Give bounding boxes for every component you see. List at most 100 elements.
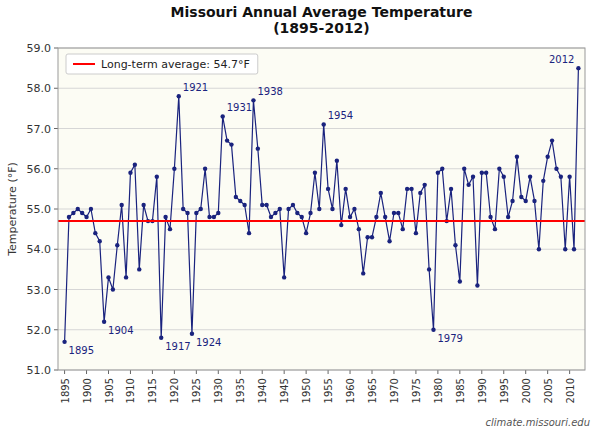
- data-point: [313, 171, 317, 175]
- data-point: [98, 239, 102, 243]
- data-point: [84, 215, 88, 219]
- data-point: [62, 340, 66, 344]
- x-tick: [262, 370, 263, 374]
- x-tick-label: 1950: [301, 378, 312, 403]
- data-point: [545, 154, 549, 158]
- x-tick: [196, 370, 197, 374]
- y-tick: [54, 128, 58, 129]
- data-point: [515, 154, 519, 158]
- annotation: 2012: [549, 54, 574, 65]
- data-point: [102, 320, 106, 324]
- annotation: 1954: [328, 110, 353, 121]
- data-point: [321, 122, 325, 126]
- y-tick: [54, 370, 58, 371]
- data-point: [282, 275, 286, 279]
- data-point: [119, 203, 123, 207]
- y-tick: [54, 88, 58, 89]
- x-tick: [328, 370, 329, 374]
- data-point: [225, 138, 229, 142]
- data-point: [348, 215, 352, 219]
- y-tick-label: 53.0: [27, 284, 52, 297]
- data-point: [106, 275, 110, 279]
- data-point: [436, 171, 440, 175]
- data-point: [440, 167, 444, 171]
- data-point: [93, 231, 97, 235]
- x-tick: [503, 370, 504, 374]
- data-point: [269, 215, 273, 219]
- grid-line: [58, 329, 585, 330]
- x-tick: [459, 370, 460, 374]
- x-tick: [174, 370, 175, 374]
- data-point: [190, 332, 194, 336]
- data-point: [216, 211, 220, 215]
- y-tick: [54, 168, 58, 169]
- data-point: [414, 231, 418, 235]
- data-point: [484, 171, 488, 175]
- annotation: 1924: [196, 337, 221, 348]
- y-tick: [54, 249, 58, 250]
- data-point: [260, 203, 264, 207]
- data-point: [335, 159, 339, 163]
- data-point: [361, 271, 365, 275]
- data-point: [212, 215, 216, 219]
- x-tick-label: 1935: [235, 378, 246, 403]
- data-point: [550, 138, 554, 142]
- data-point: [449, 187, 453, 191]
- data-point: [519, 195, 523, 199]
- data-point: [273, 211, 277, 215]
- annotation: 1895: [69, 345, 94, 356]
- data-point: [396, 211, 400, 215]
- data-point: [541, 179, 545, 183]
- data-point: [326, 187, 330, 191]
- y-tick: [54, 48, 58, 49]
- x-tick-label: 1905: [104, 378, 115, 403]
- data-point: [291, 203, 295, 207]
- x-tick-label: 1990: [477, 378, 488, 403]
- data-point: [537, 247, 541, 251]
- x-tick-label: 1900: [82, 378, 93, 403]
- x-tick: [350, 370, 351, 374]
- data-point: [458, 279, 462, 283]
- data-point: [475, 283, 479, 287]
- x-tick-label: 2005: [543, 378, 554, 403]
- data-point: [352, 207, 356, 211]
- data-point: [71, 211, 75, 215]
- legend-label: Long-term average: 54.7°F: [101, 58, 250, 71]
- x-tick: [130, 370, 131, 374]
- title: Missouri Annual Average Temperature(1895…: [171, 4, 473, 36]
- data-point: [124, 275, 128, 279]
- y-tick: [54, 289, 58, 290]
- annotation: 1904: [108, 325, 133, 336]
- x-tick-label: 1915: [147, 378, 158, 403]
- x-tick-label: 1980: [433, 378, 444, 403]
- data-point: [185, 211, 189, 215]
- plot-frame: [58, 48, 585, 370]
- x-tick: [525, 370, 526, 374]
- annotation: 1931: [227, 102, 252, 113]
- x-tick: [393, 370, 394, 374]
- x-tick: [152, 370, 153, 374]
- x-tick-label: 1965: [367, 378, 378, 403]
- data-point: [286, 207, 290, 211]
- grid-line: [58, 88, 585, 89]
- data-point: [554, 167, 558, 171]
- data-point: [80, 211, 84, 215]
- x-tick: [372, 370, 373, 374]
- data-point: [339, 223, 343, 227]
- legend-swatch: [73, 63, 95, 65]
- annotation: 1917: [165, 341, 190, 352]
- data-point: [111, 287, 115, 291]
- x-tick: [306, 370, 307, 374]
- data-point: [418, 191, 422, 195]
- x-tick-label: 1985: [455, 378, 466, 403]
- data-point: [159, 336, 163, 340]
- x-tick-label: 1895: [60, 378, 71, 403]
- data-point: [203, 167, 207, 171]
- y-tick-label: 51.0: [27, 364, 52, 377]
- x-tick: [240, 370, 241, 374]
- data-point: [383, 215, 387, 219]
- data-point: [141, 203, 145, 207]
- y-axis-label: Temperature (°F): [6, 162, 19, 257]
- data-point: [357, 227, 361, 231]
- data-point: [67, 215, 71, 219]
